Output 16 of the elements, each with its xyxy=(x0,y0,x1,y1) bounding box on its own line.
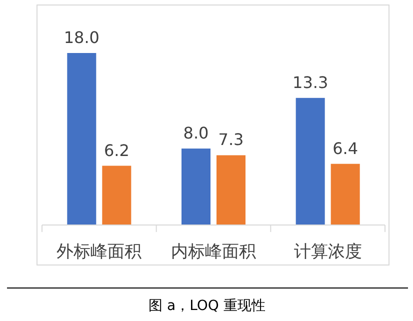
data-label: 6.2 xyxy=(104,140,130,160)
bar xyxy=(182,148,210,225)
bar xyxy=(330,164,360,225)
data-label: 7.3 xyxy=(218,130,244,150)
data-label: 6.4 xyxy=(332,138,358,158)
data-label: 18.0 xyxy=(64,28,100,47)
x-tick-label: 内标峰面积 xyxy=(171,242,256,262)
x-tick-label: 计算浓度 xyxy=(294,242,362,262)
text: 图 a，LOQ 重现性 xyxy=(148,298,266,314)
bar xyxy=(67,53,96,225)
bar xyxy=(102,166,132,225)
x-tick-label: 外标峰面积 xyxy=(56,242,142,262)
bar xyxy=(216,155,246,225)
bar xyxy=(296,98,325,225)
data-label: 13.3 xyxy=(292,72,328,92)
data-label: 8.0 xyxy=(183,124,209,143)
